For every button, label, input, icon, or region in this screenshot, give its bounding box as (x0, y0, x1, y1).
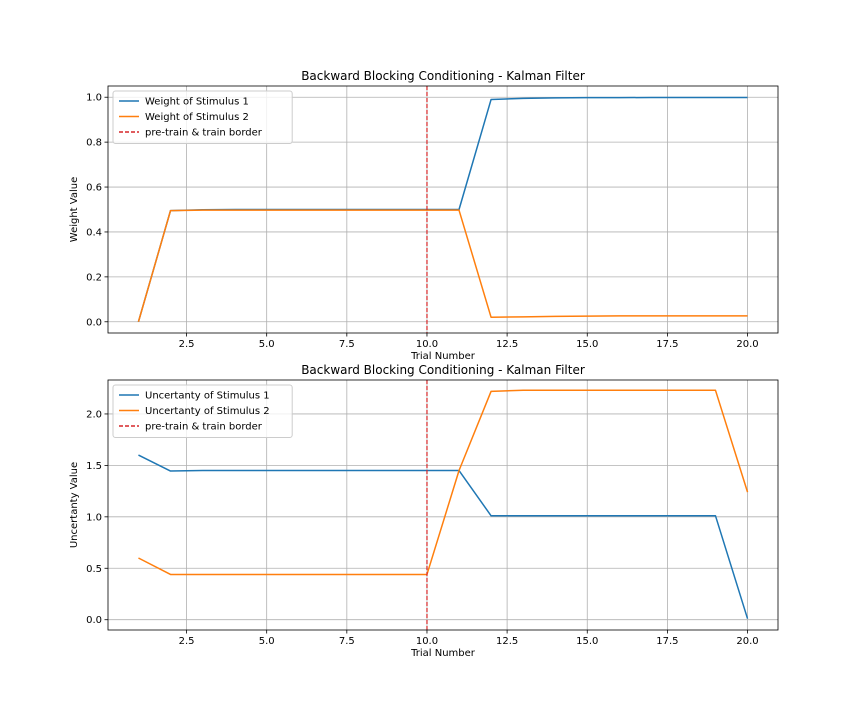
x-tick-label: 2.5 (179, 339, 195, 350)
y-tick-label: 0.0 (86, 317, 102, 328)
chart-title: Backward Blocking Conditioning - Kalman … (301, 363, 585, 377)
y-tick-label: 0.2 (86, 272, 102, 283)
y-tick-label: 0.0 (86, 615, 102, 626)
x-tick-label: 15.0 (576, 339, 598, 350)
x-tick-label: 10.0 (416, 339, 438, 350)
x-tick-label: 20.0 (736, 339, 758, 350)
y-tick-label: 1.0 (86, 93, 102, 104)
y-tick-label: 0.5 (86, 564, 102, 575)
x-tick-label: 20.0 (736, 636, 758, 647)
x-tick-label: 12.5 (496, 636, 518, 647)
series-line-1 (138, 454, 749, 619)
y-tick-label: 1.0 (86, 512, 102, 523)
y-tick-label: 1.5 (86, 461, 102, 472)
x-tick-label: 17.5 (656, 339, 678, 350)
y-tick-label: 0.6 (86, 183, 102, 194)
chart-title: Backward Blocking Conditioning - Kalman … (301, 69, 585, 83)
legend: Weight of Stimulus 1 Weight of Stimulus 2… (112, 90, 293, 144)
legend-box (112, 384, 293, 438)
x-axis-label: Trial Number (410, 648, 476, 659)
plot-frame (107, 85, 779, 334)
x-tick-label: 12.5 (496, 339, 518, 350)
x-tick-label: 17.5 (656, 636, 678, 647)
x-tick-label: 7.5 (339, 636, 355, 647)
legend-label: Uncertanty of Stimulus 2 (145, 406, 270, 417)
x-tick-label: 5.0 (259, 339, 275, 350)
x-axis-label: Trial Number (410, 351, 476, 362)
y-axis-label: Weight Value (69, 177, 80, 242)
x-tick-label: 2.5 (179, 636, 195, 647)
chart-panel-1: 2.5 5.0 7.5 10.0 12.5 15.0 17.5 20.0 0.0 0.2 0.4 0.… (69, 69, 779, 362)
y-axis-label: Uncertanty Value (69, 462, 80, 548)
x-tick-label: 10.0 (416, 636, 438, 647)
legend: Uncertanty of Stimulus 1 Uncertanty of St… (112, 384, 293, 438)
x-tick-label: 5.0 (259, 636, 275, 647)
x-tick-label: 15.0 (576, 636, 598, 647)
series-line-2 (138, 389, 749, 576)
legend-label: Weight of Stimulus 1 (145, 97, 249, 108)
chart-panel-2: 2.5 5.0 7.5 10.0 12.5 15.0 17.5 20.0 0.0 0.5 1.0 1.… (69, 363, 779, 659)
y-tick-label: 0.4 (86, 227, 102, 238)
legend-label: Weight of Stimulus 2 (145, 112, 249, 123)
x-tick-label: 7.5 (339, 339, 355, 350)
plot-frame (107, 379, 779, 631)
legend-label: pre-train & train border (145, 128, 263, 139)
legend-label: Uncertanty of Stimulus 1 (145, 391, 270, 402)
series-line-2 (137, 209, 748, 322)
y-tick-label: 2.0 (86, 409, 102, 420)
y-tick-label: 0.8 (86, 138, 102, 149)
legend-label: pre-train & train border (145, 422, 263, 433)
legend-box (112, 90, 293, 144)
